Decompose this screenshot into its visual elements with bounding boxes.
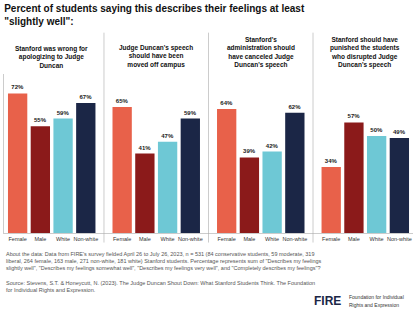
svg-text:White: White bbox=[265, 236, 279, 242]
svg-text:47%: 47% bbox=[161, 133, 174, 139]
svg-text:41%: 41% bbox=[139, 145, 152, 151]
svg-text:Foundation for Individual: Foundation for Individual bbox=[349, 294, 404, 300]
svg-text:64%: 64% bbox=[220, 100, 233, 106]
svg-text:Stanford was wrong forapologiz: Stanford was wrong forapologizing to Jud… bbox=[15, 45, 88, 69]
svg-text:Female: Female bbox=[8, 236, 26, 242]
svg-text:Stanford'sadministration shoul: Stanford'sadministration shouldhave canc… bbox=[227, 36, 295, 69]
svg-text:57%: 57% bbox=[348, 113, 361, 119]
svg-text:34%: 34% bbox=[325, 158, 338, 164]
svg-text:72%: 72% bbox=[11, 84, 24, 90]
svg-text:Non-white: Non-white bbox=[282, 236, 307, 242]
svg-text:50%: 50% bbox=[370, 127, 383, 133]
svg-text:Male: Male bbox=[243, 236, 255, 242]
svg-text:Female: Female bbox=[322, 236, 340, 242]
svg-text:49%: 49% bbox=[393, 129, 406, 135]
svg-text:FIRE: FIRE bbox=[314, 294, 341, 308]
svg-text:42%: 42% bbox=[266, 143, 279, 149]
svg-text:White: White bbox=[370, 236, 384, 242]
svg-text:White: White bbox=[56, 236, 70, 242]
svg-text:65%: 65% bbox=[116, 98, 129, 104]
svg-text:Stanford should havepunished t: Stanford should havepunished the student… bbox=[330, 36, 400, 69]
svg-text:About the data: Data from FIRE: About the data: Data from FIRE's survey … bbox=[6, 251, 322, 293]
svg-text:59%: 59% bbox=[184, 110, 197, 116]
svg-text:59%: 59% bbox=[57, 110, 70, 116]
svg-text:62%: 62% bbox=[289, 104, 302, 110]
svg-text:Male: Male bbox=[348, 236, 360, 242]
svg-text:67%: 67% bbox=[79, 94, 92, 100]
svg-text:Female: Female bbox=[218, 236, 236, 242]
svg-text:Male: Male bbox=[34, 236, 46, 242]
svg-text:Non-white: Non-white bbox=[387, 236, 412, 242]
svg-text:Male: Male bbox=[139, 236, 151, 242]
svg-text:39%: 39% bbox=[243, 148, 256, 154]
svg-text:Female: Female bbox=[113, 236, 131, 242]
svg-text:Judge Duncan's speechshould ha: Judge Duncan's speechshould have beenmov… bbox=[119, 44, 193, 69]
svg-text:White: White bbox=[161, 236, 175, 242]
svg-text:Non-white: Non-white bbox=[178, 236, 203, 242]
svg-text:Rights and Expression: Rights and Expression bbox=[349, 302, 399, 308]
svg-text:Non-white: Non-white bbox=[73, 236, 98, 242]
svg-text:Percent of students saying thi: Percent of students saying this describe… bbox=[4, 3, 305, 27]
svg-text:55%: 55% bbox=[34, 117, 47, 123]
